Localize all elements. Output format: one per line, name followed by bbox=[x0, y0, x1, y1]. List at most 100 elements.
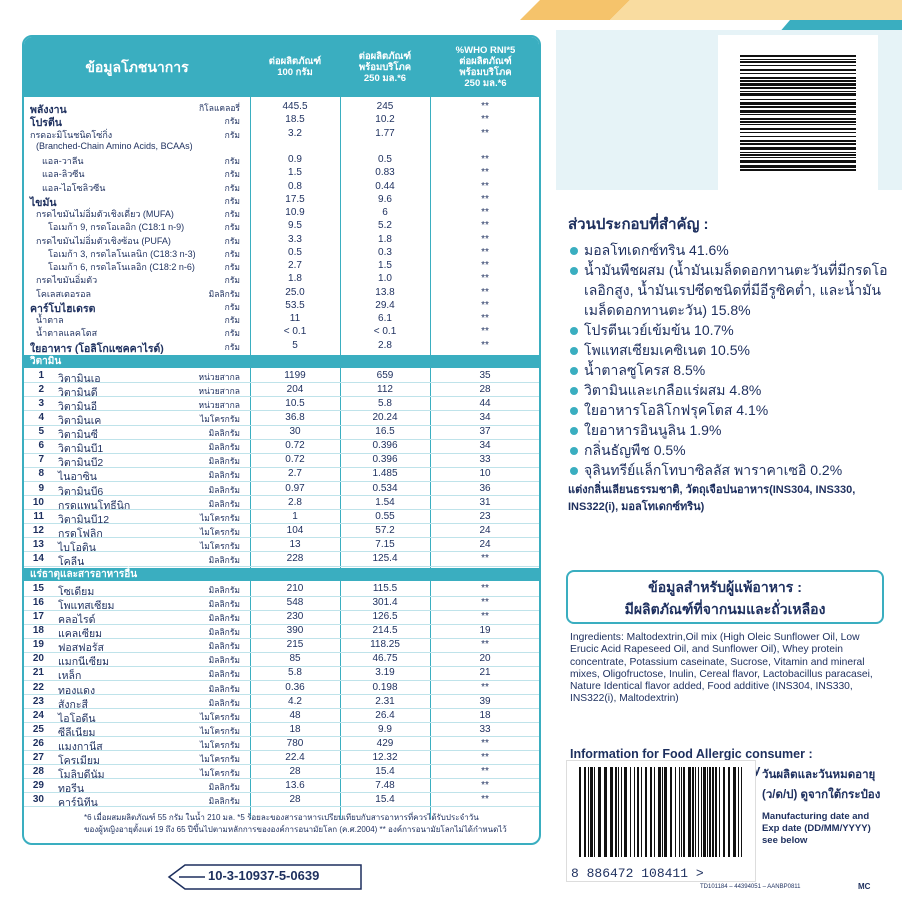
cell: กรดอะมิโนชนิดโซ่กิ่ง bbox=[30, 129, 113, 140]
cell: กรัม bbox=[224, 341, 240, 352]
cell: คาร์นิทีน bbox=[58, 796, 98, 809]
cell: ** bbox=[481, 611, 489, 623]
cell: วิตามินบี12 bbox=[58, 513, 110, 526]
row-line bbox=[24, 424, 539, 426]
row-line bbox=[24, 609, 539, 611]
bar-stripe bbox=[624, 767, 627, 857]
bar-stripe bbox=[740, 69, 856, 71]
bar-stripe bbox=[740, 73, 856, 74]
cell: คลอไรด์ bbox=[58, 614, 96, 627]
cell: 21 bbox=[32, 667, 44, 679]
bar-stripe bbox=[588, 767, 589, 857]
row-line bbox=[24, 778, 539, 780]
row-line bbox=[24, 736, 539, 738]
key-text: โปรตีนเวย์เข้มข้น 10.7% bbox=[584, 322, 734, 338]
row-line bbox=[24, 523, 539, 525]
key-text: กลิ่นธัญพืช 0.5% bbox=[584, 442, 686, 458]
cell: มิลลิกรัม bbox=[208, 555, 240, 566]
cell: ไนอาซิน bbox=[58, 471, 97, 484]
row-line bbox=[24, 537, 539, 539]
cell: 0.534 bbox=[372, 482, 398, 494]
bar-stripe bbox=[698, 767, 699, 857]
cell: < 0.1 bbox=[283, 326, 307, 338]
cell: มิลลิกรัม bbox=[208, 795, 240, 806]
cell: 15.4 bbox=[375, 793, 395, 805]
cell: 30 bbox=[32, 793, 44, 805]
cell: 12.32 bbox=[372, 751, 398, 763]
cell: มิลลิกรัม bbox=[208, 669, 240, 680]
cell: วิตามินเอ bbox=[58, 372, 101, 385]
bar-stripe bbox=[740, 154, 856, 156]
row-line bbox=[24, 551, 539, 553]
cell: 9.9 bbox=[378, 723, 392, 735]
date-th-line: วันผลิตและวันหมดอายุ bbox=[762, 769, 876, 781]
cell: มิลลิกรัม bbox=[208, 585, 240, 596]
row-line bbox=[24, 651, 539, 653]
date-en-line: Exp date (DD/MM/YYYY) bbox=[762, 823, 871, 834]
cell: 2.7 bbox=[288, 468, 302, 480]
cell: 0.72 bbox=[285, 440, 305, 452]
lot-code: TD101184 – 44394051 – AANBP0811 bbox=[700, 884, 801, 890]
key-text: น้ำตาลซูโครส 8.5% bbox=[584, 362, 706, 378]
nutrient-row: 5 วิตามินซี มิลลิกรัม 30 16.5 37 bbox=[24, 426, 539, 441]
cell: 20 bbox=[32, 653, 44, 665]
cell: 17 bbox=[32, 611, 44, 623]
cell: 2.31 bbox=[375, 695, 395, 707]
cell: 6 bbox=[382, 207, 388, 218]
bar-stripe bbox=[740, 118, 856, 120]
footnote: ของผู้หญิงอายุตั้งแต่ 19 ถึง 65 ปีขึ้นไป… bbox=[84, 824, 507, 834]
cell: 31 bbox=[479, 496, 491, 508]
nutrient-row: 26 แมงกานีส ไมโครกรัม 780 429 ** bbox=[24, 738, 539, 753]
row-line bbox=[24, 750, 539, 752]
cell: 0.83 bbox=[375, 167, 395, 179]
barcode-2d bbox=[740, 55, 856, 171]
key-list: มอลโทเดกซ์ทริน 41.6% น้ำมันพืชผสม (น้ำมัน… bbox=[568, 240, 888, 480]
cell: ไขมัน bbox=[30, 196, 57, 209]
cell: มิลลิกรัม bbox=[208, 288, 240, 299]
row-line bbox=[24, 694, 539, 695]
bar-stripe bbox=[709, 767, 711, 857]
cell: กรัม bbox=[224, 275, 240, 286]
cell: 15 bbox=[32, 583, 44, 595]
cell: ** bbox=[481, 180, 489, 192]
cell: ** bbox=[481, 313, 489, 324]
cell: 0.9 bbox=[288, 154, 302, 165]
cell: 16 bbox=[32, 597, 44, 609]
cell: กรัม bbox=[224, 116, 240, 127]
cell: 57.2 bbox=[375, 524, 395, 536]
cell: ** bbox=[481, 639, 489, 651]
cell: มิลลิกรัม bbox=[208, 627, 240, 638]
header-line: 250 มล.*6 bbox=[363, 72, 407, 84]
bar-stripe bbox=[719, 767, 720, 857]
key-item: กลิ่นธัญพืช 0.5% bbox=[568, 440, 888, 460]
cell: 2.7 bbox=[288, 260, 302, 271]
nutrient-row: กรดไขมันไม่อิ่มตัวเชิงซ้อน (PUFA) กรัม 3.3… bbox=[24, 234, 539, 247]
nutrition-panel: ข้อมูลโภชนาการ ต่อผลิตภัณฑ์ 100 กรัม ต่อผลิ… bbox=[22, 35, 541, 845]
cell: กรัม bbox=[224, 328, 240, 339]
cell: ทอรีน bbox=[58, 782, 85, 795]
bar-stripe bbox=[692, 767, 694, 857]
cell: กรัม bbox=[224, 129, 240, 140]
row-line bbox=[24, 595, 539, 597]
cell: 19 bbox=[479, 625, 491, 637]
cell: 18 bbox=[32, 625, 44, 637]
decor-stripes bbox=[520, 0, 902, 34]
nutrient-row: 21 เหล็ก มิลลิกรัม 5.8 3.19 21 bbox=[24, 667, 539, 682]
cell: 22 bbox=[32, 681, 44, 693]
cell: ** bbox=[481, 167, 489, 179]
cell: 53.5 bbox=[285, 299, 305, 311]
cell: 22.4 bbox=[285, 751, 305, 763]
cell: 28 bbox=[289, 765, 301, 777]
nutrient-row: แอล-ไอโซลิวซีน กรัม 0.8 0.44 ** bbox=[24, 181, 539, 194]
cell: 4 bbox=[38, 412, 44, 424]
key-text: น้ำมันพืชผสม (น้ำมันเมล็ดดอกทานตะวันที่ม… bbox=[584, 262, 888, 318]
row-line bbox=[24, 509, 539, 511]
key-title: ส่วนประกอบที่สำคัญ : bbox=[568, 216, 709, 233]
key-item: วิตามินและเกลือแร่ผสม 4.8% bbox=[568, 380, 888, 400]
cell: มิลลิกรัม bbox=[208, 613, 240, 624]
cell: 13 bbox=[289, 538, 301, 550]
cell: 23 bbox=[479, 510, 491, 522]
cell: กรัม bbox=[224, 262, 240, 272]
bar-stripe bbox=[741, 767, 742, 857]
